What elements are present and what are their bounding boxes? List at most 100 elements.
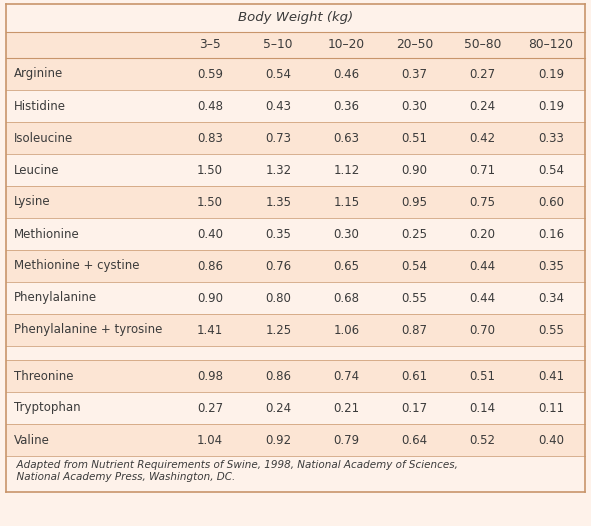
Text: 0.25: 0.25 [401,228,427,240]
Text: Body Weight (kg): Body Weight (kg) [238,12,353,25]
Text: 0.86: 0.86 [197,259,223,272]
Text: 0.36: 0.36 [333,99,359,113]
Text: 0.71: 0.71 [470,164,496,177]
Text: 0.27: 0.27 [197,401,223,414]
Text: 0.48: 0.48 [197,99,223,113]
Text: Leucine: Leucine [14,164,60,177]
Text: 1.50: 1.50 [197,196,223,208]
Text: 0.68: 0.68 [333,291,359,305]
Bar [6,424,585,456]
Text: Methionine + cystine: Methionine + cystine [14,259,139,272]
Text: 1.41: 1.41 [197,323,223,337]
Text: 0.87: 0.87 [401,323,427,337]
Text: 0.98: 0.98 [197,369,223,382]
Text: 0.30: 0.30 [333,228,359,240]
Text: 0.37: 0.37 [401,67,427,80]
Text: 0.42: 0.42 [470,132,496,145]
Text: 0.92: 0.92 [265,433,291,447]
Text: 0.90: 0.90 [197,291,223,305]
Text: 0.19: 0.19 [538,67,564,80]
Text: 3–5: 3–5 [199,38,221,52]
Text: 0.65: 0.65 [333,259,359,272]
Bar [6,58,585,90]
Text: 0.95: 0.95 [401,196,427,208]
Text: Threonine: Threonine [14,369,73,382]
Text: 0.44: 0.44 [470,291,496,305]
Bar [6,154,585,186]
Text: 0.17: 0.17 [401,401,428,414]
Text: 0.74: 0.74 [333,369,359,382]
Text: 1.32: 1.32 [265,164,291,177]
Text: 1.04: 1.04 [197,433,223,447]
Bar [6,392,585,424]
Text: 0.61: 0.61 [401,369,428,382]
Bar [6,4,585,32]
Text: 1.06: 1.06 [333,323,359,337]
Text: 10–20: 10–20 [328,38,365,52]
Text: 0.51: 0.51 [401,132,427,145]
Text: 0.40: 0.40 [538,433,564,447]
Text: 0.34: 0.34 [538,291,564,305]
Bar [6,218,585,250]
Text: 0.73: 0.73 [265,132,291,145]
Text: 0.35: 0.35 [265,228,291,240]
Text: 0.70: 0.70 [470,323,496,337]
Text: 0.24: 0.24 [265,401,291,414]
Text: 1.15: 1.15 [333,196,359,208]
Text: 0.52: 0.52 [470,433,496,447]
Bar [6,90,585,122]
Text: 0.24: 0.24 [470,99,496,113]
Text: 0.51: 0.51 [470,369,496,382]
Text: 20–50: 20–50 [396,38,433,52]
Text: Adapted from Nutrient Requirements of Swine, 1998, National Academy of Sciences,: Adapted from Nutrient Requirements of Sw… [10,460,458,482]
Bar [6,250,585,282]
Bar [6,346,585,360]
Bar [6,186,585,218]
Text: Phenylalanine + tyrosine: Phenylalanine + tyrosine [14,323,163,337]
Text: 5–10: 5–10 [264,38,293,52]
Text: 0.21: 0.21 [333,401,359,414]
Text: Isoleucine: Isoleucine [14,132,73,145]
Text: 50–80: 50–80 [464,38,501,52]
Bar [6,314,585,346]
Text: 0.55: 0.55 [402,291,427,305]
Bar [6,32,585,58]
Text: 0.40: 0.40 [197,228,223,240]
Text: 0.30: 0.30 [402,99,427,113]
Text: 0.54: 0.54 [538,164,564,177]
Bar [6,456,585,492]
Text: 1.25: 1.25 [265,323,291,337]
Text: 0.79: 0.79 [333,433,359,447]
Text: Histidine: Histidine [14,99,66,113]
Text: 0.16: 0.16 [538,228,564,240]
Text: 0.59: 0.59 [197,67,223,80]
Text: 1.50: 1.50 [197,164,223,177]
Bar [6,360,585,392]
Text: 0.75: 0.75 [470,196,496,208]
Text: 0.33: 0.33 [538,132,564,145]
Text: 0.46: 0.46 [333,67,359,80]
Text: 0.11: 0.11 [538,401,564,414]
Text: 0.35: 0.35 [538,259,564,272]
Text: 0.60: 0.60 [538,196,564,208]
Text: 0.54: 0.54 [401,259,427,272]
Text: 0.90: 0.90 [401,164,427,177]
Text: 0.86: 0.86 [265,369,291,382]
Text: Methionine: Methionine [14,228,80,240]
Bar [6,282,585,314]
Text: 0.54: 0.54 [265,67,291,80]
Text: 0.44: 0.44 [470,259,496,272]
Text: Phenylalanine: Phenylalanine [14,291,97,305]
Text: Tryptophan: Tryptophan [14,401,80,414]
Text: 0.63: 0.63 [333,132,359,145]
Text: 0.19: 0.19 [538,99,564,113]
Text: 0.14: 0.14 [470,401,496,414]
Text: 0.80: 0.80 [265,291,291,305]
Text: 0.83: 0.83 [197,132,223,145]
Text: 1.12: 1.12 [333,164,359,177]
Text: Lysine: Lysine [14,196,51,208]
Text: 0.55: 0.55 [538,323,564,337]
Text: 0.41: 0.41 [538,369,564,382]
Text: 80–120: 80–120 [528,38,573,52]
Text: 0.64: 0.64 [401,433,428,447]
